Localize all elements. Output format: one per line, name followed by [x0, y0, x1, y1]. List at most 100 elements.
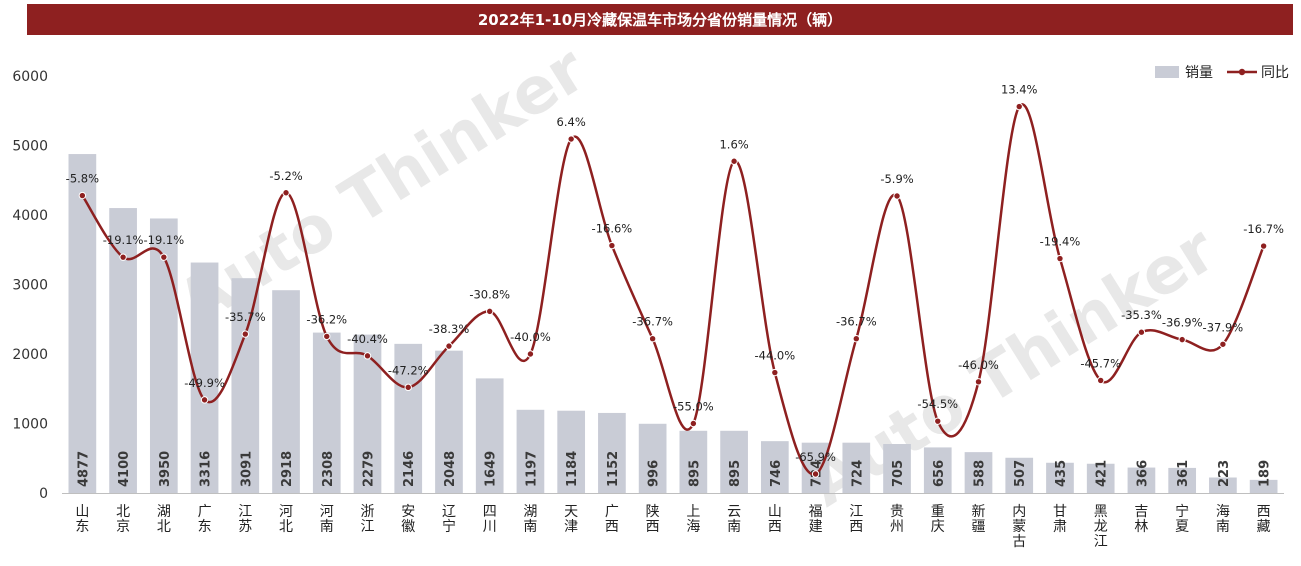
line-point [486, 307, 494, 316]
bar-value-labels: 4877 4100 3950 3316 3091 2918 2308 2279 2146 2048… [76, 451, 1272, 487]
bar [923, 447, 952, 493]
y-tick-label: 5000 [12, 139, 48, 155]
yoy-line [81, 103, 1265, 476]
bar-value-label: 507 [1013, 460, 1028, 487]
line-point [934, 417, 942, 425]
bar [1005, 457, 1034, 493]
y-tick-label: 3000 [12, 278, 48, 294]
bar [1249, 479, 1278, 493]
y-tick-label: 6000 [12, 69, 48, 85]
bar-value-label: 2918 [280, 451, 295, 487]
bar-value-label: 1184 [565, 451, 580, 487]
bar-value-label: 996 [647, 460, 662, 487]
bar-value-label: 435 [1054, 460, 1069, 487]
bar-series [68, 154, 1278, 494]
line-value-label: -46.0% [958, 358, 999, 372]
line-point [200, 396, 209, 404]
line-point [1056, 254, 1064, 263]
y-axis: 0 1000 2000 3000 4000 5000 6000 [12, 69, 48, 502]
line-point [1178, 335, 1186, 344]
x-tick-label: 湖南 [523, 504, 537, 535]
x-axis-labels: 山东北京湖北广东江苏河北河南浙江安徽辽宁四川湖南天津广西陕西上海云南山西福建江西… [75, 503, 1270, 550]
x-tick-label: 广西 [605, 504, 619, 535]
x-tick-label: 江苏 [238, 504, 252, 535]
bar [149, 218, 178, 493]
line-point [648, 335, 657, 343]
line-value-label: 6.4% [557, 115, 586, 129]
bar [1046, 462, 1074, 493]
bar-value-label: 2146 [402, 451, 417, 487]
x-tick-label: 贵州 [890, 504, 904, 535]
y-tick-label: 1000 [12, 417, 48, 433]
y-tick-label: 0 [39, 486, 48, 502]
line-point [1259, 242, 1268, 250]
bar-value-label: 1197 [524, 451, 539, 487]
line-point [1015, 102, 1023, 111]
line-value-label: -36.7% [836, 315, 877, 329]
line-value-label: -40.0% [510, 330, 551, 344]
bar-value-label: 1649 [484, 451, 499, 487]
bar-value-label: 895 [687, 460, 702, 487]
legend-swatch-marker [1238, 68, 1246, 76]
bar [557, 410, 586, 493]
bar [842, 442, 871, 493]
line-point [363, 352, 372, 360]
line-point [1137, 328, 1146, 336]
x-tick-label: 海南 [1216, 504, 1230, 535]
legend-label-yoy: 同比 [1261, 65, 1289, 81]
x-tick-label: 浙江 [361, 504, 375, 535]
bar-value-label: 223 [1217, 460, 1232, 487]
bar-value-label: 1152 [606, 451, 621, 487]
line-value-label: 13.4% [1001, 83, 1038, 97]
bar [964, 452, 993, 493]
bar [475, 378, 504, 493]
line-value-label: -5.2% [269, 169, 302, 183]
bar [435, 350, 463, 493]
line-value-label: -38.3% [429, 322, 470, 336]
bar-value-label: 361 [1176, 460, 1191, 487]
line-value-label: -16.6% [592, 222, 633, 236]
x-tick-label: 广东 [198, 504, 212, 535]
bar-value-label: 746 [769, 460, 784, 487]
line-point [852, 335, 860, 343]
line-value-label: -49.9% [184, 376, 225, 390]
bar-value-label: 4877 [76, 451, 91, 487]
line-point [323, 332, 331, 341]
legend: 销量 同比 [1155, 65, 1289, 81]
line-value-label: -35.7% [225, 310, 266, 324]
line-value-label: -54.5% [917, 397, 958, 411]
x-tick-label: 陕西 [646, 504, 660, 535]
line-value-label: -36.9% [1162, 316, 1203, 330]
chart-title: 2022年1-10月冷藏保温车市场分省份销量情况（辆） [27, 4, 1293, 35]
bar [638, 423, 667, 493]
x-tick-label: 西藏 [1257, 504, 1271, 535]
bar-value-label: 3091 [239, 451, 254, 487]
bar-value-label: 2308 [321, 451, 336, 487]
x-tick-label: 黑龙江 [1094, 504, 1108, 550]
bar [760, 441, 789, 493]
line-value-label: -40.4% [347, 332, 388, 346]
y-tick-label: 2000 [12, 347, 48, 363]
bar-value-label: 2279 [362, 451, 377, 487]
line-value-label: -47.2% [388, 363, 429, 377]
bar-value-label: 2048 [443, 451, 458, 487]
x-tick-label: 山东 [75, 504, 89, 535]
line-point [974, 378, 983, 386]
line-series [78, 102, 1268, 478]
x-tick-label: 云南 [727, 504, 741, 535]
bar-value-label: 656 [932, 460, 947, 487]
line-point [689, 419, 698, 428]
x-tick-label: 河北 [279, 504, 293, 535]
line-point [241, 330, 250, 338]
x-tick-label: 重庆 [931, 504, 945, 535]
x-tick-label: 福建 [809, 504, 823, 535]
line-value-label: -35.3% [1121, 308, 1162, 322]
line-point [893, 192, 901, 200]
line-value-label: -44.0% [754, 349, 795, 363]
x-tick-label: 新疆 [972, 504, 986, 535]
bar-value-label: 895 [728, 460, 743, 487]
bar-value-label: 724 [850, 460, 865, 487]
bar-value-label: 366 [1135, 460, 1150, 487]
x-tick-label: 吉林 [1134, 504, 1148, 535]
legend-swatch-bar [1155, 66, 1179, 78]
